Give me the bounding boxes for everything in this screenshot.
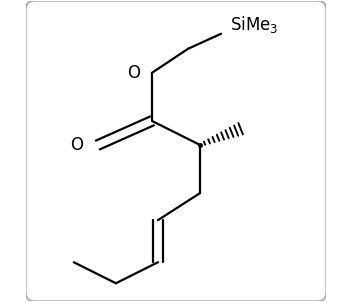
Text: O: O xyxy=(127,64,140,82)
Text: SiMe$_3$: SiMe$_3$ xyxy=(230,14,278,35)
FancyBboxPatch shape xyxy=(26,1,326,301)
Text: O: O xyxy=(70,136,83,154)
